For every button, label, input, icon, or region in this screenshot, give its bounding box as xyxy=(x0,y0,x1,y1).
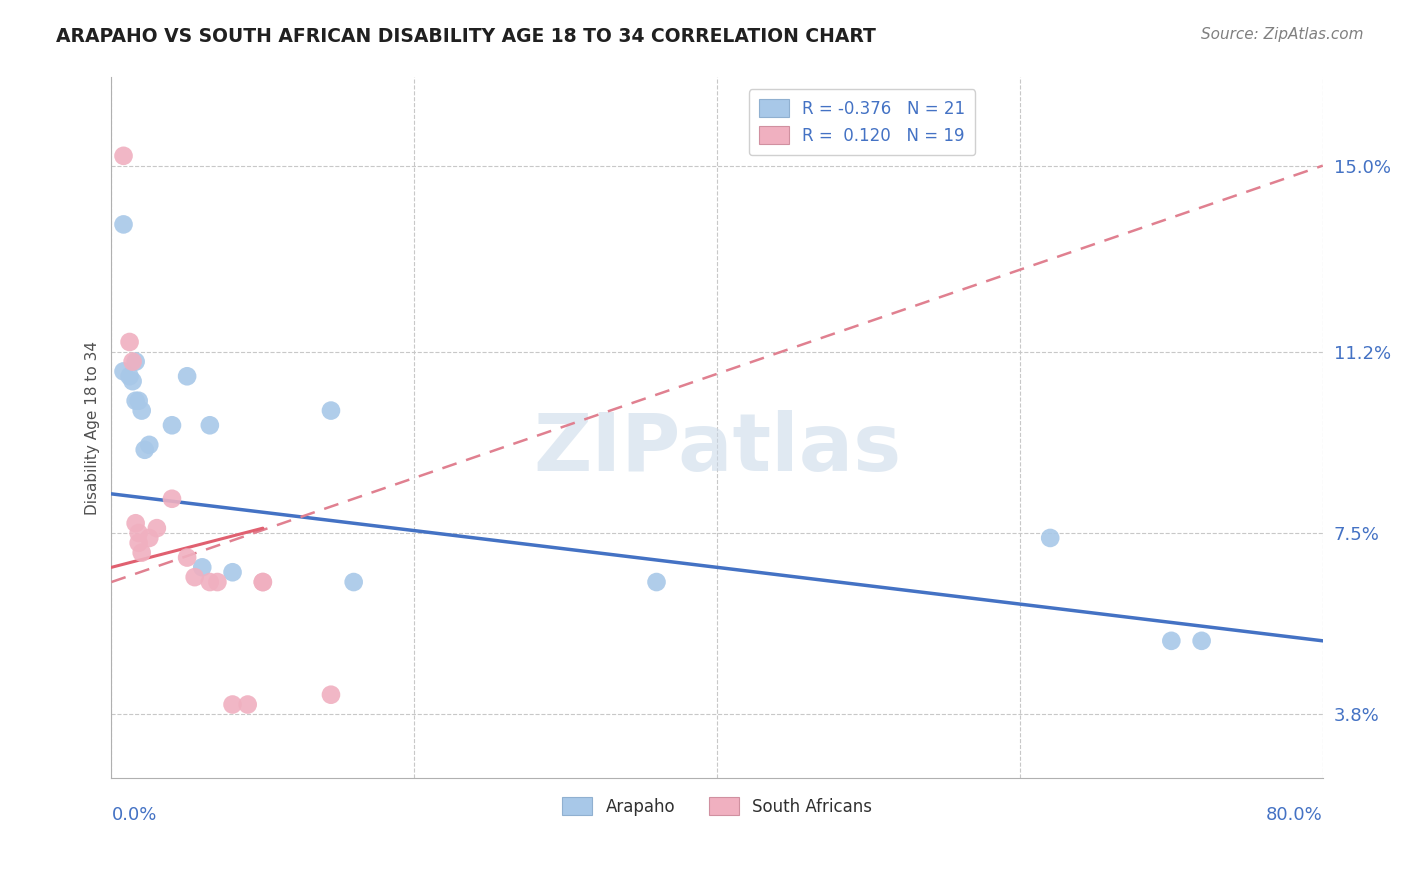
Point xyxy=(121,374,143,388)
Point xyxy=(138,438,160,452)
Point xyxy=(236,698,259,712)
Point xyxy=(112,149,135,163)
Point xyxy=(176,369,198,384)
Point xyxy=(128,536,150,550)
Point xyxy=(183,570,205,584)
Point xyxy=(1039,531,1062,545)
Point xyxy=(134,442,156,457)
Point xyxy=(319,403,342,417)
Point xyxy=(221,566,243,580)
Point xyxy=(176,550,198,565)
Point xyxy=(121,354,143,368)
Point xyxy=(160,418,183,433)
Point xyxy=(118,334,141,349)
Point xyxy=(138,531,160,545)
Text: ARAPAHO VS SOUTH AFRICAN DISABILITY AGE 18 TO 34 CORRELATION CHART: ARAPAHO VS SOUTH AFRICAN DISABILITY AGE … xyxy=(56,27,876,45)
Point xyxy=(128,393,150,408)
Point xyxy=(124,516,146,531)
Point xyxy=(198,575,221,590)
Point xyxy=(124,354,146,368)
Point xyxy=(645,575,668,590)
Text: ZIPatlas: ZIPatlas xyxy=(533,409,901,488)
Point xyxy=(252,575,274,590)
Point xyxy=(112,364,135,378)
Point xyxy=(131,546,153,560)
Point xyxy=(221,698,243,712)
Y-axis label: Disability Age 18 to 34: Disability Age 18 to 34 xyxy=(86,341,100,515)
Point xyxy=(112,218,135,232)
Point xyxy=(207,575,229,590)
Point xyxy=(128,526,150,541)
Text: 0.0%: 0.0% xyxy=(111,806,157,824)
Text: 80.0%: 80.0% xyxy=(1265,806,1323,824)
Point xyxy=(343,575,366,590)
Point xyxy=(252,575,274,590)
Point xyxy=(319,688,342,702)
Point xyxy=(198,418,221,433)
Point xyxy=(146,521,169,535)
Point xyxy=(160,491,183,506)
Point xyxy=(118,369,141,384)
Point xyxy=(1191,633,1213,648)
Point xyxy=(1160,633,1182,648)
Legend: Arapaho, South Africans: Arapaho, South Africans xyxy=(555,790,879,822)
Point xyxy=(191,560,214,574)
Text: Source: ZipAtlas.com: Source: ZipAtlas.com xyxy=(1201,27,1364,42)
Point xyxy=(131,403,153,417)
Point xyxy=(124,393,146,408)
